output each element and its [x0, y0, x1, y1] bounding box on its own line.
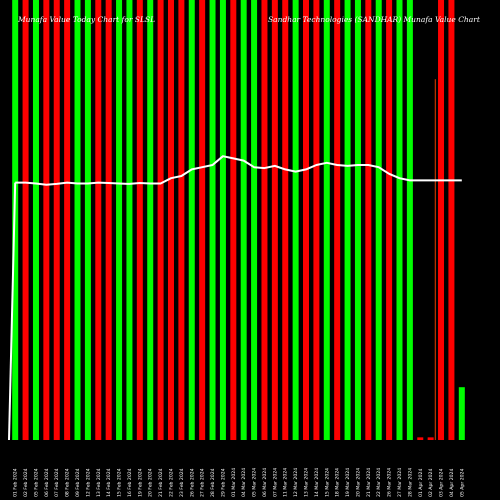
bar-22: [230, 0, 237, 440]
bar-27: [282, 0, 289, 440]
x-tick-label-34: 20 Mar 2024: [355, 468, 361, 497]
x-axis-labels: 01 Feb 2024 02 Feb 2024 05 Feb 2024 06 Feb …: [13, 468, 466, 497]
x-tick-label-35: 21 Mar 2024: [366, 468, 372, 497]
bar-32: [334, 0, 341, 440]
bar-43: [448, 0, 455, 440]
bar-37: [386, 0, 393, 440]
x-tick-label-1: 01 Feb 2024: [13, 468, 19, 497]
bar-4: [43, 0, 50, 440]
x-tick-label-6: 08 Feb 2024: [65, 468, 71, 497]
line-series: [15, 155, 462, 186]
bar-34: [354, 0, 361, 440]
x-tick-label-21: 29 Feb 2024: [220, 468, 226, 497]
x-tick-label-9: 13 Feb 2024: [96, 468, 102, 497]
bar-9: [95, 0, 102, 440]
x-tick-label-25: 06 Mar 2024: [262, 468, 268, 497]
bar-14: [147, 0, 154, 440]
chart-title-left: Munafa Value Today Chart for SLSL: [17, 15, 155, 24]
x-tick-label-15: 21 Feb 2024: [158, 468, 164, 497]
bar-28: [292, 0, 299, 440]
x-tick-label-4: 06 Feb 2024: [44, 468, 50, 497]
bar-21: [219, 0, 226, 440]
bar-8: [84, 0, 91, 440]
bar-26: [271, 0, 278, 440]
bar-6: [64, 0, 71, 440]
x-tick-label-42: 03 Apr 2024: [439, 469, 445, 497]
bar-7: [74, 0, 81, 440]
bar-16: [167, 0, 174, 440]
bar-38: [396, 0, 403, 440]
bar-18: [188, 0, 195, 440]
x-tick-label-40: 01 Apr 2024: [418, 469, 424, 497]
x-tick-label-29: 13 Mar 2024: [304, 468, 310, 497]
x-tick-label-31: 15 Mar 2024: [324, 468, 330, 497]
x-tick-label-13: 19 Feb 2024: [137, 468, 143, 497]
thin-marker-group: [434, 79, 436, 440]
x-tick-label-14: 20 Feb 2024: [148, 468, 154, 497]
bar-13: [136, 0, 143, 440]
bar-series: [12, 0, 465, 440]
x-tick-label-36: 22 Mar 2024: [376, 468, 382, 497]
x-tick-label-5: 07 Feb 2024: [54, 468, 60, 497]
x-tick-label-32: 18 Mar 2024: [335, 468, 341, 497]
x-tick-label-33: 19 Mar 2024: [345, 468, 351, 497]
x-tick-label-39: 28 Mar 2024: [407, 468, 413, 497]
bar-2: [22, 0, 29, 440]
bar-35: [365, 0, 372, 440]
bar-24: [251, 0, 258, 440]
bar-25: [261, 0, 268, 440]
x-tick-label-20: 28 Feb 2024: [210, 468, 216, 497]
x-tick-label-8: 12 Feb 2024: [85, 468, 91, 497]
x-tick-label-3: 05 Feb 2024: [33, 468, 39, 497]
bar-11: [116, 0, 123, 440]
bar-31: [323, 0, 330, 440]
x-tick-label-37: 26 Mar 2024: [387, 468, 393, 497]
bar-42: [438, 0, 445, 440]
x-tick-label-23: 04 Mar 2024: [241, 468, 247, 497]
bar-33: [344, 0, 351, 440]
thin-marker-bar: [434, 79, 436, 440]
x-tick-label-12: 16 Feb 2024: [127, 468, 133, 497]
x-tick-label-22: 01 Mar 2024: [231, 468, 237, 497]
bar-19: [199, 0, 206, 440]
x-tick-label-30: 14 Mar 2024: [314, 468, 320, 497]
bar-12: [126, 0, 133, 440]
bar-39: [406, 0, 413, 440]
x-tick-label-24: 05 Mar 2024: [252, 468, 258, 497]
bar-10: [105, 0, 112, 440]
bar-41: [427, 437, 434, 440]
x-tick-label-38: 27 Mar 2024: [397, 468, 403, 497]
bar-17: [178, 0, 185, 440]
bar-15: [157, 0, 164, 440]
x-tick-label-41: 02 Apr 2024: [428, 469, 434, 497]
x-tick-label-18: 26 Feb 2024: [189, 468, 195, 497]
x-tick-label-11: 15 Feb 2024: [117, 468, 123, 497]
x-tick-label-19: 27 Feb 2024: [200, 468, 206, 497]
x-tick-label-28: 12 Mar 2024: [293, 468, 299, 497]
x-tick-label-16: 22 Feb 2024: [168, 468, 174, 497]
bar-40: [417, 437, 424, 440]
bar-5: [53, 0, 60, 440]
bar-20: [209, 0, 216, 440]
x-tick-label-44: 05 Apr 2024: [459, 469, 465, 497]
bar-3: [32, 0, 39, 440]
x-tick-label-27: 11 Mar 2024: [283, 468, 289, 497]
line-series-start: [8, 182, 17, 441]
x-tick-label-26: 07 Mar 2024: [272, 468, 278, 497]
bar-23: [240, 0, 247, 440]
x-tick-label-17: 23 Feb 2024: [179, 468, 185, 497]
x-tick-label-2: 02 Feb 2024: [23, 468, 29, 497]
bar-36: [375, 0, 382, 440]
bar-30: [313, 0, 320, 440]
x-tick-label-43: 04 Apr 2024: [449, 469, 455, 497]
line-series-group: [8, 155, 462, 441]
bar-29: [303, 0, 310, 440]
x-tick-label-10: 14 Feb 2024: [106, 468, 112, 497]
bar-44: [458, 387, 465, 440]
chart-title-right: Sandhar Technologies (SANDHAR) Munafa Va…: [268, 15, 481, 24]
x-tick-label-7: 09 Feb 2024: [75, 468, 81, 497]
